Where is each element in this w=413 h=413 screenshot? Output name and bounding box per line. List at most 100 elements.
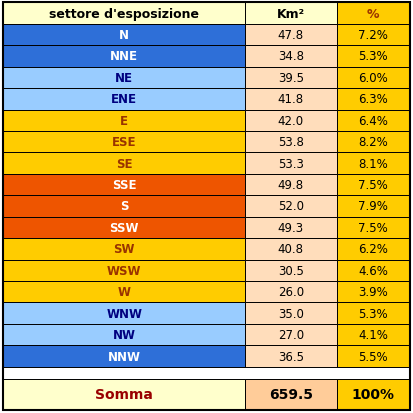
Bar [245,25,337,46]
Text: NNE: NNE [110,50,138,63]
Bar [337,153,410,174]
Text: 6.4%: 6.4% [358,114,388,128]
Bar [245,3,337,25]
Text: WNW: WNW [106,307,142,320]
Bar [337,346,410,367]
Bar [3,196,245,217]
Text: 6.2%: 6.2% [358,243,388,256]
Bar [337,174,410,196]
Bar [3,132,245,153]
Text: 659.5: 659.5 [269,387,313,401]
Bar [245,67,337,89]
Bar [3,379,245,410]
Text: S: S [120,200,128,213]
Bar [3,217,245,239]
Bar [245,89,337,110]
Text: 41.8: 41.8 [278,93,304,106]
Text: 7.9%: 7.9% [358,200,388,213]
Text: NW: NW [113,328,136,341]
Bar [337,89,410,110]
Text: 6.0%: 6.0% [358,72,388,85]
Bar [3,303,245,324]
Text: 26.0: 26.0 [278,285,304,299]
Bar [3,89,245,110]
Text: NE: NE [115,72,133,85]
Bar [337,281,410,303]
Text: SE: SE [116,157,133,170]
Text: 7.5%: 7.5% [358,221,388,234]
Text: 49.3: 49.3 [278,221,304,234]
Bar [337,217,410,239]
Text: 4.1%: 4.1% [358,328,388,341]
Text: N: N [119,29,129,42]
Text: 8.2%: 8.2% [358,136,388,149]
Text: SSE: SSE [112,179,136,192]
Bar [337,379,410,410]
Bar [245,303,337,324]
Bar [3,239,245,260]
Bar [337,132,410,153]
Bar [337,25,410,46]
Bar [3,110,245,132]
Text: 47.8: 47.8 [278,29,304,42]
Bar [3,25,245,46]
Text: settore d'esposizione: settore d'esposizione [49,7,199,21]
Text: 53.3: 53.3 [278,157,304,170]
Bar [245,346,337,367]
Text: 7.2%: 7.2% [358,29,388,42]
Text: Km²: Km² [277,7,305,21]
Text: SSW: SSW [109,221,139,234]
Text: 5.3%: 5.3% [358,307,388,320]
Bar [337,239,410,260]
Text: 3.9%: 3.9% [358,285,388,299]
Bar [337,303,410,324]
Bar [3,46,245,67]
Text: W: W [118,285,131,299]
Bar [245,153,337,174]
Text: ENE: ENE [111,93,137,106]
Text: 100%: 100% [351,387,394,401]
Bar [245,174,337,196]
Text: 27.0: 27.0 [278,328,304,341]
Bar [3,281,245,303]
Text: 7.5%: 7.5% [358,179,388,192]
Text: 4.6%: 4.6% [358,264,388,277]
Text: 5.5%: 5.5% [358,350,388,363]
Bar [245,196,337,217]
Text: 6.3%: 6.3% [358,93,388,106]
Bar [3,174,245,196]
Text: 39.5: 39.5 [278,72,304,85]
Bar [337,110,410,132]
Text: 52.0: 52.0 [278,200,304,213]
Text: 35.0: 35.0 [278,307,304,320]
Text: 5.3%: 5.3% [358,50,388,63]
Text: 30.5: 30.5 [278,264,304,277]
Bar [3,367,410,379]
Text: 40.8: 40.8 [278,243,304,256]
Text: WSW: WSW [107,264,142,277]
Bar [3,346,245,367]
Bar [3,67,245,89]
Bar [337,196,410,217]
Bar [3,153,245,174]
Text: 8.1%: 8.1% [358,157,388,170]
Text: ESE: ESE [112,136,136,149]
Text: %: % [367,7,380,21]
Bar [245,110,337,132]
Bar [3,324,245,346]
Bar [245,324,337,346]
Bar [245,239,337,260]
Bar [3,3,245,25]
Text: 42.0: 42.0 [278,114,304,128]
Bar [3,260,245,281]
Bar [337,46,410,67]
Bar [337,3,410,25]
Text: Somma: Somma [95,387,153,401]
Bar [245,132,337,153]
Text: E: E [120,114,128,128]
Bar [245,46,337,67]
Bar [245,260,337,281]
Bar [337,260,410,281]
Text: 53.8: 53.8 [278,136,304,149]
Text: SW: SW [114,243,135,256]
